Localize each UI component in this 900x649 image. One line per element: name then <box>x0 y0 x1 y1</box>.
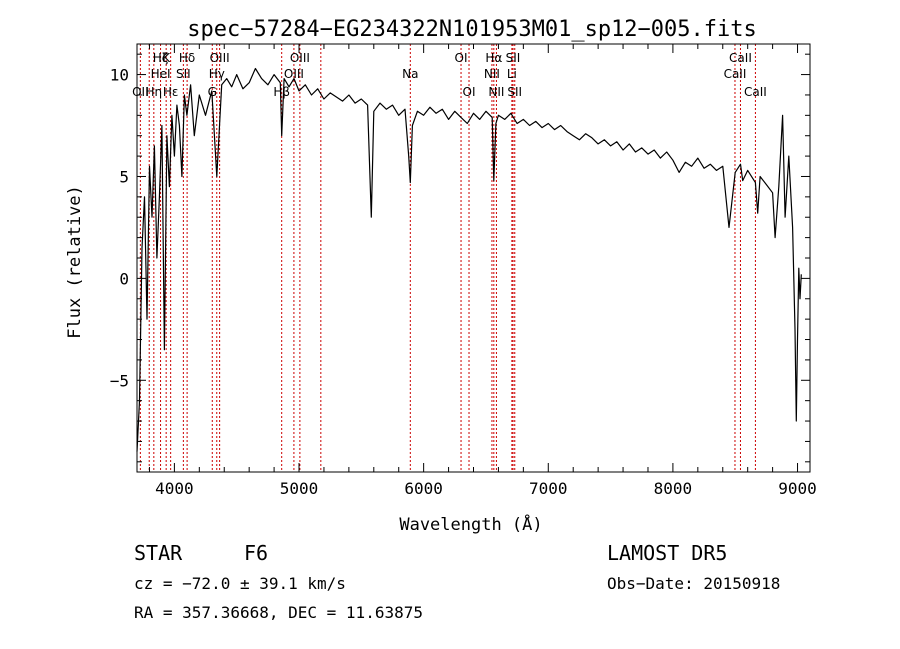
spectrum-line <box>136 67 802 452</box>
x-axis-label: Wavelength (Å) <box>399 513 542 535</box>
y-tick-label: 0 <box>119 269 129 288</box>
spectral-line-label: G <box>208 85 217 99</box>
y-tick-label: −5 <box>110 371 129 390</box>
spectral-line-label: Hη <box>146 85 163 99</box>
spectral-line-label: Hβ <box>273 85 290 99</box>
x-tick-label: 5000 <box>280 479 319 498</box>
spectral-line-label: NII <box>488 85 504 99</box>
plot-frame <box>136 43 811 473</box>
redshift: cz = −72.0 ± 39.1 km/s <box>134 574 346 593</box>
spectral-line-label: CaII <box>744 85 767 99</box>
spectral-line-label: SII <box>176 67 191 81</box>
spectral-line-label: Hδ <box>179 51 195 65</box>
subclass: F6 <box>244 541 269 565</box>
y-tick-label: 5 <box>119 167 129 186</box>
spectral-line-label: Li <box>507 67 517 81</box>
spectral-line-label: OII <box>132 85 149 99</box>
spectral-line-label: Hε <box>163 85 179 99</box>
spectral-line-label: OI <box>463 85 476 99</box>
spectral-line-label: Hα <box>485 51 502 65</box>
x-tick-label: 8000 <box>654 479 693 498</box>
observation-date: Obs−Date: 20150918 <box>607 574 781 593</box>
x-tick-label: 9000 <box>778 479 817 498</box>
spectral-line-label: Na <box>402 67 418 81</box>
spectral-line-label: Hζ <box>153 51 169 65</box>
spectral-line-label: HeI <box>151 67 171 81</box>
spectral-line-label: SII <box>506 51 521 65</box>
spectral-line-label: OIII <box>290 51 310 65</box>
x-tick-label: 7000 <box>529 479 568 498</box>
spectral-line-label: Hγ <box>209 67 225 81</box>
y-tick-label: 10 <box>110 66 129 85</box>
x-tick-label: 6000 <box>404 479 443 498</box>
survey-name: LAMOST DR5 <box>607 541 728 565</box>
spectral-line-label: OI <box>455 51 468 65</box>
spectral-line-label: OIII <box>210 51 230 65</box>
spectral-line-label: CaII <box>729 51 752 65</box>
spectral-line-label: SII <box>507 85 522 99</box>
spectral-line-label: K <box>162 51 171 65</box>
object-class: STAR <box>134 541 183 565</box>
x-tick-label: 4000 <box>155 479 194 498</box>
axes: 4000 5000 6000 7000 8000 9000 −5 0 5 10 <box>110 43 817 498</box>
spectral-line-label: NII <box>484 67 500 81</box>
coordinates: RA = 357.36668, DEC = 11.63875 <box>134 603 423 622</box>
spectral-line-label: CaII <box>724 67 747 81</box>
spectrum-series <box>136 67 802 452</box>
spectral-line-label: OIII <box>284 67 304 81</box>
spectral-line-markers <box>139 44 756 472</box>
y-axis-label: Flux (relative) <box>65 185 85 339</box>
chart-title: spec−57284−EG234322N101953M01_sp12−005.f… <box>187 17 757 42</box>
